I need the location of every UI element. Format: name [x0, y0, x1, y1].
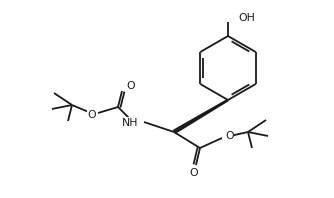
- Text: O: O: [190, 168, 198, 178]
- Text: NH: NH: [122, 118, 138, 128]
- Text: O: O: [225, 131, 233, 141]
- Text: OH: OH: [238, 13, 255, 23]
- Text: O: O: [126, 81, 135, 91]
- Text: O: O: [88, 110, 96, 120]
